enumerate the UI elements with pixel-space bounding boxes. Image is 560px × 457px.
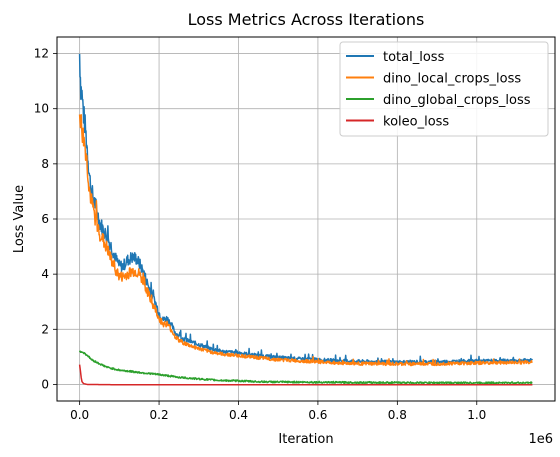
legend-label: total_loss [383,50,445,65]
y-tick-label: 0 [41,377,49,391]
x-tick-label: 0.6 [308,408,327,422]
series-line-dino-local-crops-loss [78,114,533,367]
y-tick-label: 10 [34,102,49,116]
series-line-dino-global-crops-loss [78,350,533,385]
x-tick-label: 0.8 [388,408,407,422]
series-layer [78,53,534,386]
y-tick-label: 12 [34,47,49,61]
axis-layer: 0.0 0.2 0.4 0.6 0.8 1.0 0 2 4 6 8 10 12 [34,47,487,422]
y-tick-label: 8 [41,157,49,171]
series-line-koleo-loss [78,364,533,386]
x-tick-label: 1.0 [467,408,486,422]
y-tick-label: 2 [41,322,49,336]
legend-label: dino_global_crops_loss [383,93,531,108]
x-tick-label: 0.2 [150,408,169,422]
x-axis-label: Iteration [278,432,333,447]
y-tick-label: 4 [41,267,49,281]
chart-title: Loss Metrics Across Iterations [188,10,425,29]
y-tick-label: 6 [41,212,49,226]
y-axis-label: Loss Value [12,185,27,253]
legend-box [339,41,549,137]
legend-label: dino_local_crops_loss [383,72,521,87]
legend: total_loss dino_local_crops_loss dino_glob… [339,41,549,137]
legend-label: koleo_loss [383,115,449,130]
x-tick-label: 0.4 [229,408,248,422]
x-tick-label: 0.0 [70,408,89,422]
x-axis-offset-text: 1e6 [528,432,553,447]
